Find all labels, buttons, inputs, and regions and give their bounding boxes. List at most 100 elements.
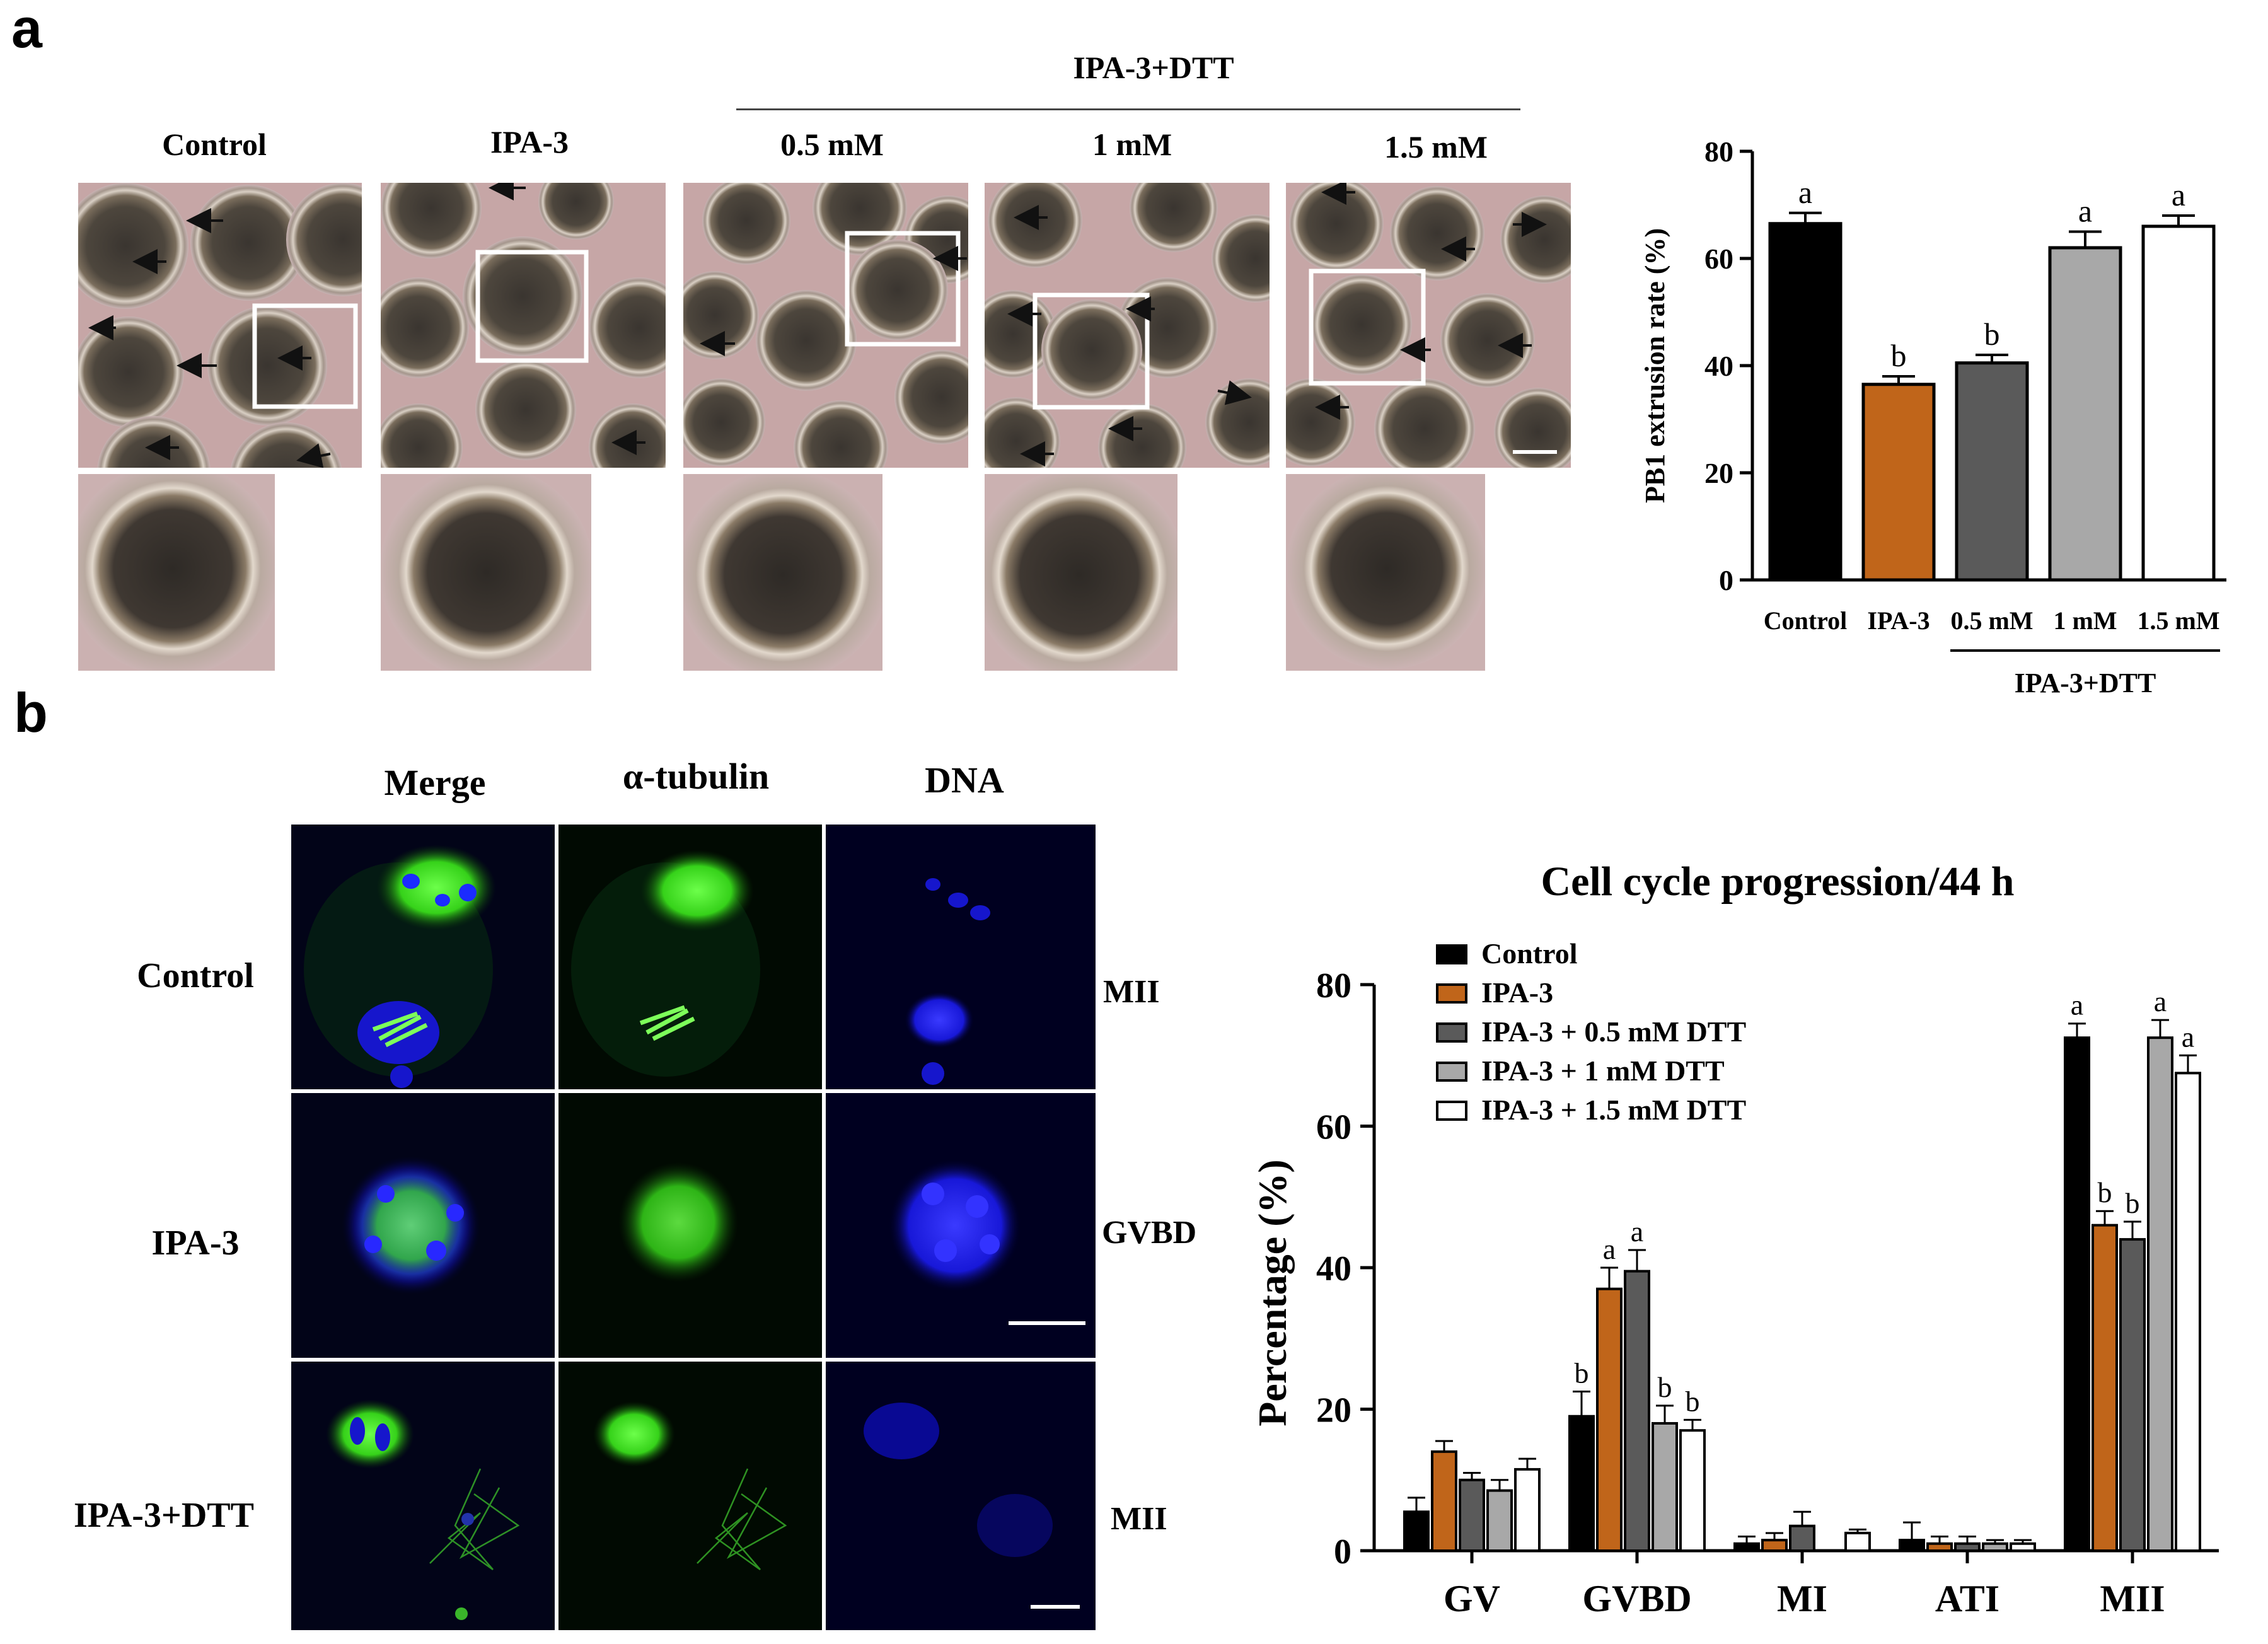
significance-letter: b [1891, 338, 1907, 373]
fluorescence-grid [291, 825, 1096, 1630]
y-tick-label: 80 [1316, 966, 1351, 1005]
y-tick-label: 40 [1704, 350, 1733, 382]
y-axis-label: Percentage (%) [1250, 1159, 1295, 1427]
x-tick-label: ATI [1935, 1578, 1999, 1619]
legend-swatch [1436, 983, 1467, 1004]
y-tick-label: 60 [1704, 243, 1733, 275]
bar [1844, 1531, 1871, 1552]
bar [1403, 1510, 1430, 1552]
chart-title: Cell cycle progression/44 h [1541, 859, 2014, 905]
fluor-ipa3-tubulin [558, 1093, 822, 1358]
col-label-dna: DNA [925, 760, 1004, 801]
x-tick-label: MI [1777, 1578, 1827, 1619]
enlarged-oocyte-ipa3 [381, 474, 591, 671]
bar [1624, 1270, 1650, 1552]
bar [1982, 1542, 2008, 1553]
y-tick-label: 20 [1316, 1391, 1351, 1430]
y-tick-label: 0 [1334, 1532, 1351, 1572]
stage-label-row3: MII [1111, 1501, 1167, 1537]
legend-swatch [1436, 944, 1467, 964]
pb1-extrusion-chart: 0 20 40 60 80 PB1 extrusion rate (%) a Control b… [1640, 136, 2226, 698]
significance-letter: a [2078, 194, 2092, 229]
legend-label: IPA-3 + 1 mM DTT [1481, 1055, 1725, 1087]
x-tick-label: IPA-3 [1867, 606, 1930, 635]
significance-letter: a [1631, 1215, 1643, 1247]
bar [2064, 1036, 2090, 1552]
significance-letter: b [1658, 1371, 1672, 1403]
bar [1955, 361, 2029, 582]
significance-letter: b [2126, 1187, 2140, 1219]
significance-letter: a [2071, 989, 2083, 1021]
significance-letter: a [1603, 1233, 1616, 1265]
stage-label-row1: MII [1103, 974, 1160, 1010]
bar [1596, 1287, 1623, 1552]
bar [1768, 222, 1843, 582]
bar [1861, 383, 1936, 582]
x-tick-label: GVBD [1582, 1578, 1691, 1619]
col-label-1-5mm: 1.5 mM [1384, 129, 1488, 165]
legend-label: Control [1481, 937, 1578, 970]
fluor-control-merge [291, 825, 555, 1089]
x-tick-label: 1 mM [2053, 606, 2117, 635]
enlarged-oocyte-1-5mm [1286, 474, 1485, 671]
bar [2141, 224, 2216, 582]
bar [2175, 1072, 2201, 1552]
significance-letter: b [1575, 1357, 1589, 1389]
bar [1789, 1524, 1815, 1553]
bar [2119, 1238, 2146, 1552]
enlarged-oocyte-1mm [985, 474, 1177, 671]
x-tick-label: MII [2100, 1578, 2165, 1619]
bar [1679, 1429, 1706, 1552]
bar [1568, 1415, 1595, 1552]
enlarged-oocyte-control [78, 474, 275, 671]
micrograph-ipa3 [381, 183, 666, 468]
x-tick-label: Control [1764, 606, 1848, 635]
y-tick-label: 0 [1719, 564, 1733, 596]
fluor-ipa3-dna [826, 1093, 1096, 1358]
bar [1431, 1450, 1457, 1552]
row-label-ipa3-dtt: IPA-3+DTT [74, 1496, 254, 1535]
bar [1926, 1542, 1953, 1553]
x-tick-label: 0.5 mM [1950, 606, 2033, 635]
bar [2147, 1036, 2173, 1552]
micrograph-1-5mm [1286, 183, 1571, 468]
enlarged-oocyte-0-5mm [683, 474, 882, 671]
bar [2092, 1224, 2118, 1552]
bar [1652, 1421, 1678, 1553]
col-label-0-5mm: 0.5 mM [780, 127, 884, 162]
bar [1899, 1539, 1925, 1552]
y-tick-label: 40 [1316, 1249, 1351, 1288]
bar [1954, 1542, 1981, 1553]
legend-swatch [1436, 1101, 1467, 1121]
fluor-control-dna [826, 825, 1096, 1089]
col-label-merge: Merge [384, 762, 486, 803]
bar [1733, 1542, 1760, 1553]
legend-label: IPA-3 + 0.5 mM DTT [1481, 1016, 1746, 1048]
significance-letter: b [1686, 1385, 1700, 1417]
fluor-control-tubulin [558, 825, 822, 1089]
panel-a-letter: a [11, 0, 42, 59]
significance-letter: a [2182, 1021, 2194, 1053]
significance-letter: b [1984, 316, 2000, 352]
legend-label: IPA-3 [1481, 976, 1553, 1009]
y-tick-label: 20 [1704, 457, 1733, 489]
fluor-ipa3-merge [291, 1093, 555, 1358]
row-label-control: Control [137, 956, 254, 995]
micrograph-1mm [985, 183, 1270, 468]
significance-letter: b [2098, 1176, 2112, 1208]
stage-label-row2: GVBD [1102, 1215, 1197, 1251]
significance-letter: a [2172, 177, 2185, 212]
micrograph-0-5mm [683, 183, 968, 468]
significance-letter: a [2154, 985, 2167, 1017]
bar [1486, 1489, 1513, 1553]
panel-b-letter: b [14, 681, 48, 744]
bar [1514, 1467, 1541, 1552]
bar [2048, 246, 2122, 582]
legend-swatch [1436, 1022, 1467, 1043]
group-header-line [736, 108, 1520, 110]
col-label-alpha-tubulin: α-tubulin [622, 756, 770, 797]
fluor-dtt-dna [826, 1362, 1096, 1630]
x-tick-label: GV [1444, 1578, 1500, 1619]
fluor-dtt-merge [291, 1362, 555, 1630]
cell-cycle-chart: Cell cycle progression/44 h 0 20 40 60 80 Perc… [1250, 859, 2219, 1619]
